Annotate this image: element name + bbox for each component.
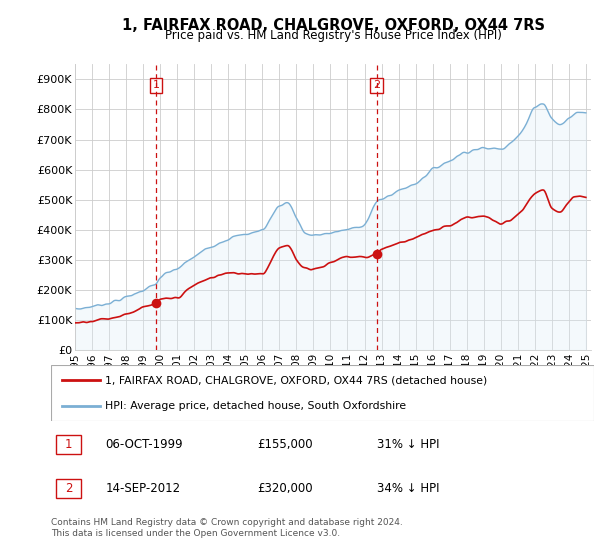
Text: £155,000: £155,000 bbox=[257, 438, 313, 451]
Text: 2: 2 bbox=[373, 81, 380, 91]
Text: 1: 1 bbox=[65, 438, 73, 451]
Text: This data is licensed under the Open Government Licence v3.0.: This data is licensed under the Open Gov… bbox=[51, 529, 340, 538]
FancyBboxPatch shape bbox=[56, 479, 81, 498]
Text: 31% ↓ HPI: 31% ↓ HPI bbox=[377, 438, 439, 451]
Text: £320,000: £320,000 bbox=[257, 482, 313, 494]
Text: 1: 1 bbox=[152, 81, 160, 91]
Text: 2: 2 bbox=[65, 482, 73, 494]
Text: 14-SEP-2012: 14-SEP-2012 bbox=[106, 482, 181, 494]
FancyBboxPatch shape bbox=[56, 435, 81, 454]
Text: 06-OCT-1999: 06-OCT-1999 bbox=[106, 438, 183, 451]
Text: 1, FAIRFAX ROAD, CHALGROVE, OXFORD, OX44 7RS: 1, FAIRFAX ROAD, CHALGROVE, OXFORD, OX44… bbox=[122, 18, 545, 33]
Text: HPI: Average price, detached house, South Oxfordshire: HPI: Average price, detached house, Sout… bbox=[106, 401, 406, 411]
FancyBboxPatch shape bbox=[51, 365, 594, 421]
Text: 34% ↓ HPI: 34% ↓ HPI bbox=[377, 482, 439, 494]
Text: Price paid vs. HM Land Registry's House Price Index (HPI): Price paid vs. HM Land Registry's House … bbox=[164, 29, 502, 42]
Text: 1, FAIRFAX ROAD, CHALGROVE, OXFORD, OX44 7RS (detached house): 1, FAIRFAX ROAD, CHALGROVE, OXFORD, OX44… bbox=[106, 375, 488, 385]
Text: Contains HM Land Registry data © Crown copyright and database right 2024.: Contains HM Land Registry data © Crown c… bbox=[51, 518, 403, 527]
